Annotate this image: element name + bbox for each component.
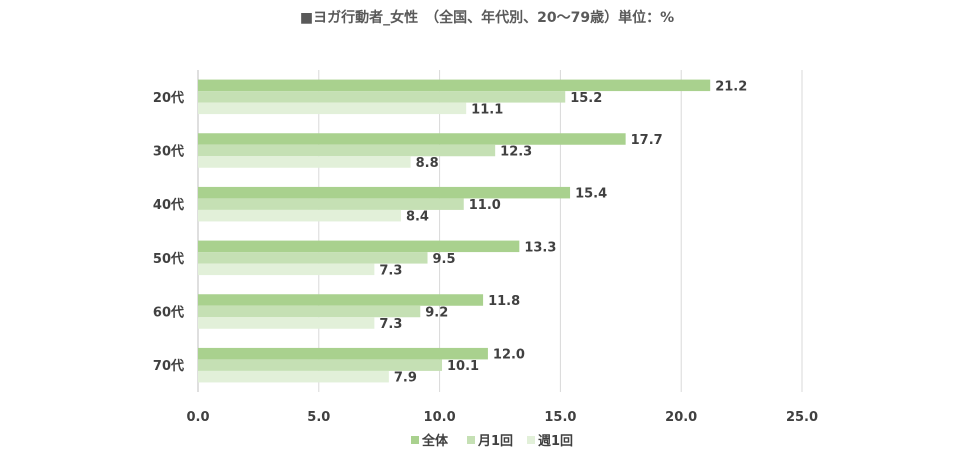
legend-label: 週1回 xyxy=(538,434,573,449)
data-label: 7.3 xyxy=(379,317,402,332)
bar xyxy=(198,156,411,168)
bar xyxy=(198,317,375,329)
bar xyxy=(198,252,428,264)
category-label: 70代 xyxy=(153,358,184,374)
bar xyxy=(198,186,571,199)
bar xyxy=(198,359,443,371)
legend-swatch xyxy=(411,436,419,444)
legend: 全体 月1回 週1回 xyxy=(411,433,573,449)
bar xyxy=(198,133,626,145)
data-label: 8.4 xyxy=(406,210,429,225)
bar xyxy=(198,144,496,157)
data-label: 21.2 xyxy=(715,79,747,94)
data-label: 11.1 xyxy=(471,102,503,117)
bar xyxy=(198,79,711,92)
x-tick-label: 0.0 xyxy=(186,410,209,425)
category-label: 20代 xyxy=(153,90,184,106)
legend-label: 月1回 xyxy=(477,434,513,449)
category-label: 40代 xyxy=(153,197,184,213)
data-label: 8.8 xyxy=(416,156,439,171)
data-label: 17.7 xyxy=(631,133,663,148)
data-label: 15.4 xyxy=(575,187,607,202)
tick-labels: 0.0 5.0 10.0 15.0 20.0 25.0 xyxy=(186,410,818,425)
data-label: 12.3 xyxy=(500,145,532,160)
grid-lines xyxy=(197,70,803,392)
data-label: 15.2 xyxy=(570,91,602,106)
data-label: 13.3 xyxy=(524,240,556,255)
data-label: 9.2 xyxy=(425,306,448,321)
data-label: 12.0 xyxy=(493,348,525,363)
legend-label: 全体 xyxy=(421,433,449,449)
data-label: 10.1 xyxy=(447,359,479,374)
x-tick-label: 25.0 xyxy=(786,410,818,425)
x-tick-label: 10.0 xyxy=(424,410,456,425)
bar xyxy=(198,240,520,253)
bar xyxy=(198,91,566,103)
data-label: 9.5 xyxy=(433,252,456,267)
category-label: 50代 xyxy=(153,251,184,267)
category-labels: 20代 30代 40代 50代 60代 70代 xyxy=(153,90,184,374)
x-tick-label: 5.0 xyxy=(307,410,330,425)
x-tick-label: 15.0 xyxy=(544,410,576,425)
bar xyxy=(198,305,421,318)
category-label: 30代 xyxy=(153,144,184,160)
data-label: 11.0 xyxy=(469,198,501,213)
bar xyxy=(198,102,467,115)
legend-swatch xyxy=(467,436,475,444)
data-label: 7.3 xyxy=(379,263,402,278)
bar xyxy=(198,294,484,306)
data-label: 11.8 xyxy=(488,294,520,309)
bar xyxy=(198,198,464,210)
bar xyxy=(198,263,375,276)
legend-swatch xyxy=(527,436,535,444)
bar xyxy=(198,209,401,222)
bars-group: 21.2 15.2 11.1 17.7 12.3 8.8 15.4 11.0 8.4 13.3 9.… xyxy=(198,79,747,386)
data-label: 7.9 xyxy=(394,371,417,386)
category-label: 60代 xyxy=(153,305,184,321)
chart-title: ■ヨガ行動者_女性 （全国、年代別、20～79歳）単位：% xyxy=(300,9,674,26)
bar xyxy=(198,347,488,360)
x-tick-label: 20.0 xyxy=(665,410,697,425)
bar xyxy=(198,370,389,383)
